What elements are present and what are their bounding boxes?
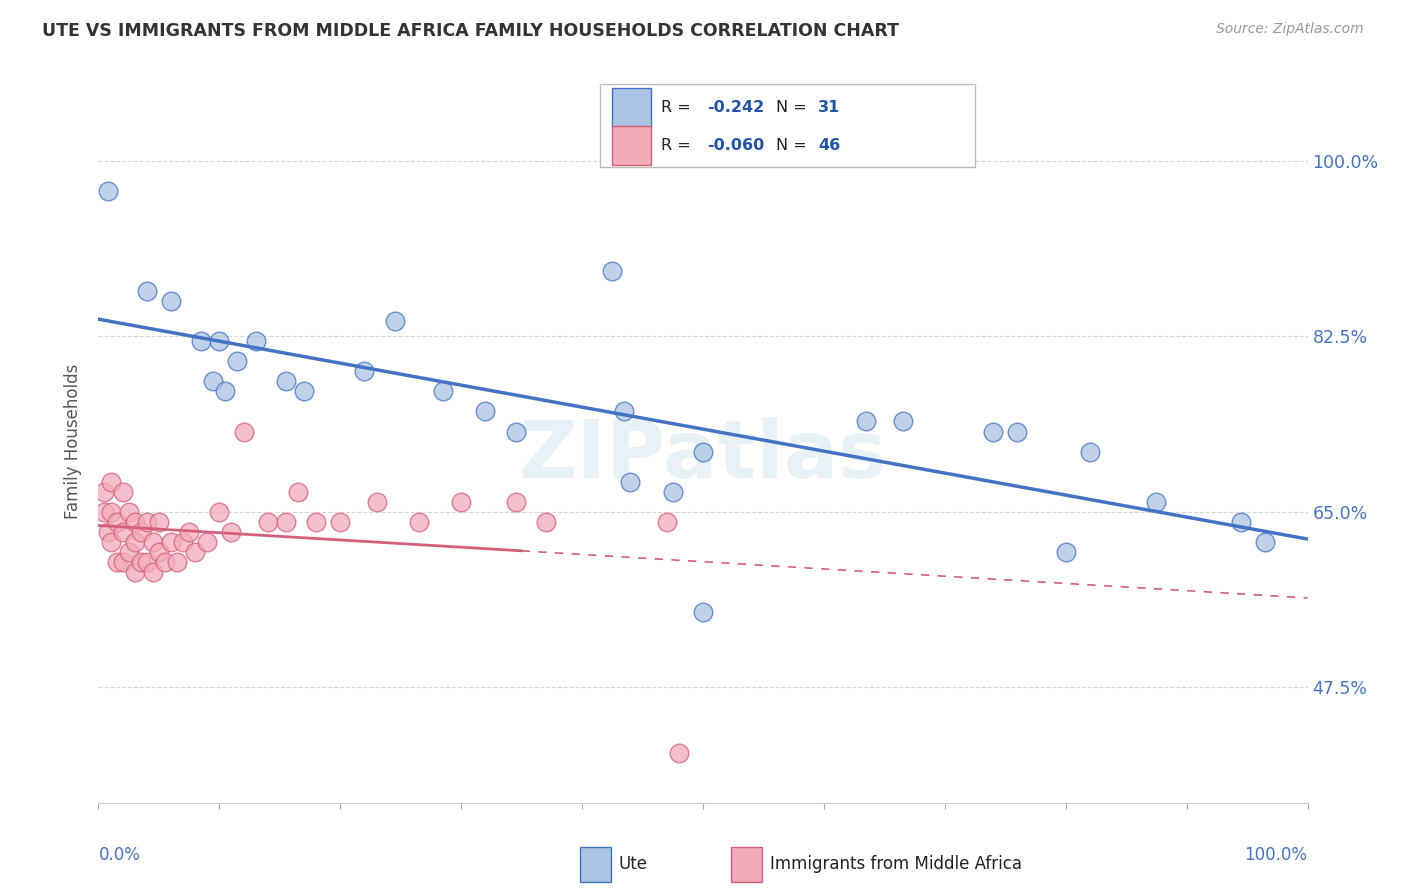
Point [100, 505, 122, 519]
Point [124, 535, 146, 549]
Point [111, 524, 134, 539]
Point [105, 555, 128, 569]
FancyBboxPatch shape [600, 84, 976, 167]
Point [226, 354, 249, 368]
Point [124, 515, 146, 529]
FancyBboxPatch shape [731, 847, 762, 882]
Point [160, 535, 183, 549]
Point [366, 494, 388, 508]
Text: -0.060: -0.060 [707, 138, 763, 153]
Point [118, 545, 141, 559]
Point [1230, 515, 1253, 529]
Point [384, 314, 406, 328]
Text: Source: ZipAtlas.com: Source: ZipAtlas.com [1216, 22, 1364, 37]
Point [292, 384, 315, 399]
Point [160, 294, 183, 309]
Text: Immigrants from Middle Africa: Immigrants from Middle Africa [769, 855, 1022, 873]
Text: 31: 31 [818, 100, 841, 115]
Point [111, 555, 134, 569]
Text: 0.0%: 0.0% [98, 847, 141, 864]
Point [153, 555, 176, 569]
Point [97, 184, 120, 198]
Point [432, 384, 454, 399]
Point [190, 334, 212, 349]
Point [855, 415, 877, 429]
Point [408, 515, 430, 529]
Point [655, 515, 678, 529]
Point [135, 555, 157, 569]
Point [166, 555, 188, 569]
Point [195, 535, 218, 549]
Text: N =: N = [776, 138, 811, 153]
Point [329, 515, 352, 529]
Point [93, 484, 115, 499]
Point [105, 515, 128, 529]
Point [692, 444, 714, 458]
Point [221, 524, 243, 539]
Point [129, 555, 152, 569]
Point [142, 535, 165, 549]
FancyBboxPatch shape [579, 847, 612, 882]
Point [619, 475, 641, 489]
Point [148, 545, 170, 559]
Text: N =: N = [776, 100, 811, 115]
Text: Ute: Ute [619, 855, 647, 873]
Point [305, 515, 328, 529]
Point [245, 334, 267, 349]
Point [661, 484, 683, 499]
Point [208, 334, 231, 349]
Text: R =: R = [661, 138, 696, 153]
Point [129, 524, 152, 539]
Text: -0.242: -0.242 [707, 100, 763, 115]
Point [274, 515, 297, 529]
Point [124, 565, 146, 579]
Y-axis label: Family Households: Family Households [65, 364, 83, 519]
Point [891, 415, 914, 429]
FancyBboxPatch shape [613, 126, 651, 165]
Point [142, 565, 165, 579]
Point [1054, 545, 1077, 559]
Point [1078, 444, 1101, 458]
Point [135, 515, 157, 529]
Point [1254, 535, 1277, 549]
Text: UTE VS IMMIGRANTS FROM MIDDLE AFRICA FAMILY HOUSEHOLDS CORRELATION CHART: UTE VS IMMIGRANTS FROM MIDDLE AFRICA FAM… [42, 22, 900, 40]
Point [256, 515, 278, 529]
Point [450, 494, 472, 508]
Point [100, 535, 122, 549]
Point [135, 284, 157, 298]
Point [172, 535, 194, 549]
Point [602, 264, 624, 278]
FancyBboxPatch shape [613, 87, 651, 127]
Point [202, 375, 225, 389]
Point [287, 484, 309, 499]
Point [1146, 494, 1168, 508]
Point [353, 364, 375, 378]
Point [534, 515, 557, 529]
Point [111, 484, 134, 499]
Text: ZIPatlas: ZIPatlas [519, 417, 887, 495]
Text: R =: R = [661, 100, 696, 115]
Point [93, 505, 115, 519]
Point [505, 425, 527, 439]
Point [148, 515, 170, 529]
Point [214, 384, 236, 399]
Point [97, 524, 120, 539]
Point [100, 475, 122, 489]
Point [118, 505, 141, 519]
Point [232, 425, 254, 439]
Point [1007, 425, 1029, 439]
Text: 46: 46 [818, 138, 841, 153]
Point [692, 605, 714, 619]
Text: 100.0%: 100.0% [1244, 847, 1308, 864]
Point [981, 425, 1004, 439]
Point [274, 375, 297, 389]
Point [179, 524, 201, 539]
Point [613, 404, 636, 418]
Point [184, 545, 207, 559]
Point [208, 505, 231, 519]
Point [668, 746, 690, 760]
Point [474, 404, 496, 418]
Point [505, 494, 527, 508]
